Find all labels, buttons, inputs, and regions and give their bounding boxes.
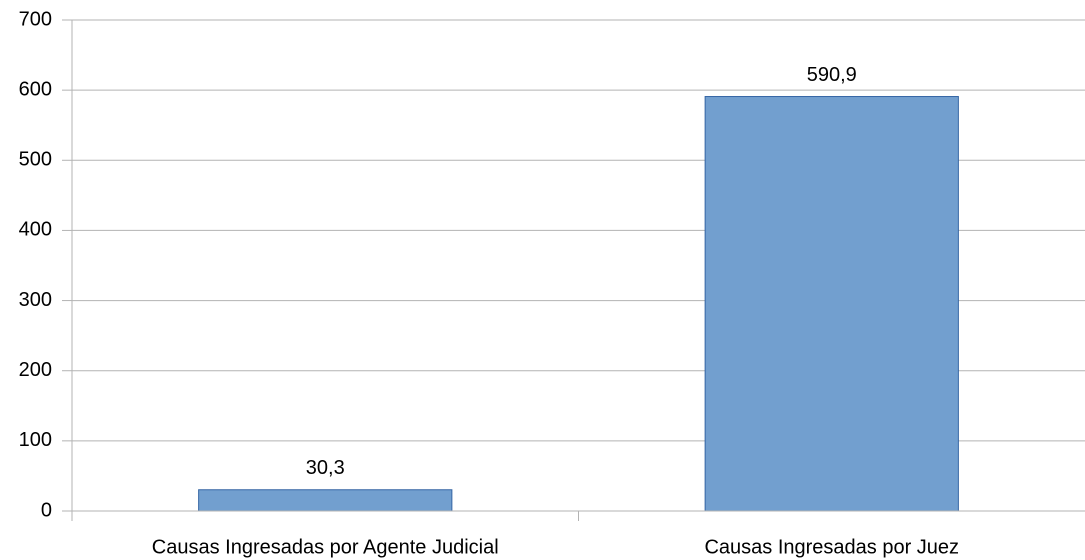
value-label: 30,3	[306, 457, 345, 479]
bar	[704, 96, 959, 512]
value-label: 590,9	[807, 64, 857, 86]
y-tick-label: 700	[19, 8, 52, 30]
y-tick-label: 100	[19, 429, 52, 451]
y-tick-label: 500	[19, 149, 52, 171]
y-tick-label: 300	[19, 289, 52, 311]
y-tick-label: 200	[19, 359, 52, 381]
bar	[198, 489, 453, 512]
x-tick-label: Causas Ingresadas por Agente Judicial	[152, 536, 499, 558]
y-tick-label: 0	[41, 499, 52, 521]
y-tick-label: 600	[19, 78, 52, 100]
x-tick-label: Causas Ingresadas por Juez	[704, 536, 959, 558]
y-tick-label: 400	[19, 219, 52, 241]
